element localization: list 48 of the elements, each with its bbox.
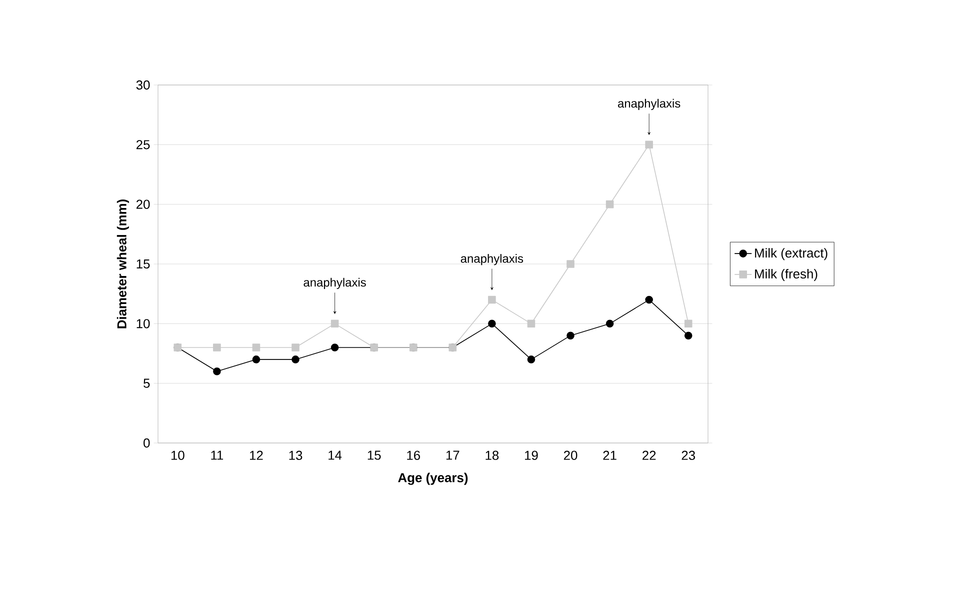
point [330, 344, 339, 352]
point [684, 320, 692, 328]
point [566, 260, 574, 268]
point [330, 320, 339, 328]
point [566, 332, 574, 340]
y-tick-label: 25 [136, 140, 150, 150]
y-tick-label: 30 [136, 80, 150, 90]
x-axis-title: Age (years) [398, 472, 468, 485]
x-tick-label: 19 [525, 450, 538, 460]
y-tick-label: 10 [136, 319, 150, 328]
y-tick-label: 20 [136, 200, 150, 209]
legend-label: Milk (fresh) [755, 268, 818, 282]
point [527, 356, 536, 364]
annotation: anaphylaxis [618, 98, 680, 110]
x-tick-label: 11 [211, 450, 224, 460]
point [213, 344, 221, 352]
x-tick-label: 14 [328, 450, 342, 460]
point [252, 356, 260, 364]
y-tick-label: 5 [144, 378, 150, 388]
point [488, 320, 496, 328]
x-tick-label: 17 [446, 450, 460, 460]
point [684, 332, 692, 340]
point [252, 344, 260, 352]
x-tick-label: 22 [642, 450, 656, 460]
point [213, 367, 221, 376]
x-tick-label: 21 [603, 450, 616, 460]
legend-label: Milk (extract) [755, 248, 828, 260]
point [606, 320, 614, 328]
point [292, 344, 300, 352]
point [606, 200, 614, 208]
x-tick-label: 12 [250, 450, 263, 460]
y-axis-title: Diameter wheal (mm) [116, 200, 129, 328]
point [488, 296, 496, 304]
x-tick-label: 13 [289, 450, 302, 460]
x-tick-label: 18 [486, 450, 499, 460]
point [527, 320, 536, 328]
x-tick-label: 16 [407, 450, 420, 460]
point [292, 356, 300, 364]
y-tick-label: 0 [144, 438, 150, 448]
y-tick-label: 15 [136, 259, 150, 268]
x-tick-label: 20 [564, 450, 578, 460]
x-tick-label: 23 [682, 450, 696, 460]
point [645, 140, 653, 149]
x-tick-label: 15 [368, 450, 381, 460]
annotation: anaphylaxis [304, 278, 366, 290]
point [645, 296, 653, 304]
annotation: anaphylaxis [460, 254, 524, 266]
x-tick-label: 10 [171, 450, 184, 460]
